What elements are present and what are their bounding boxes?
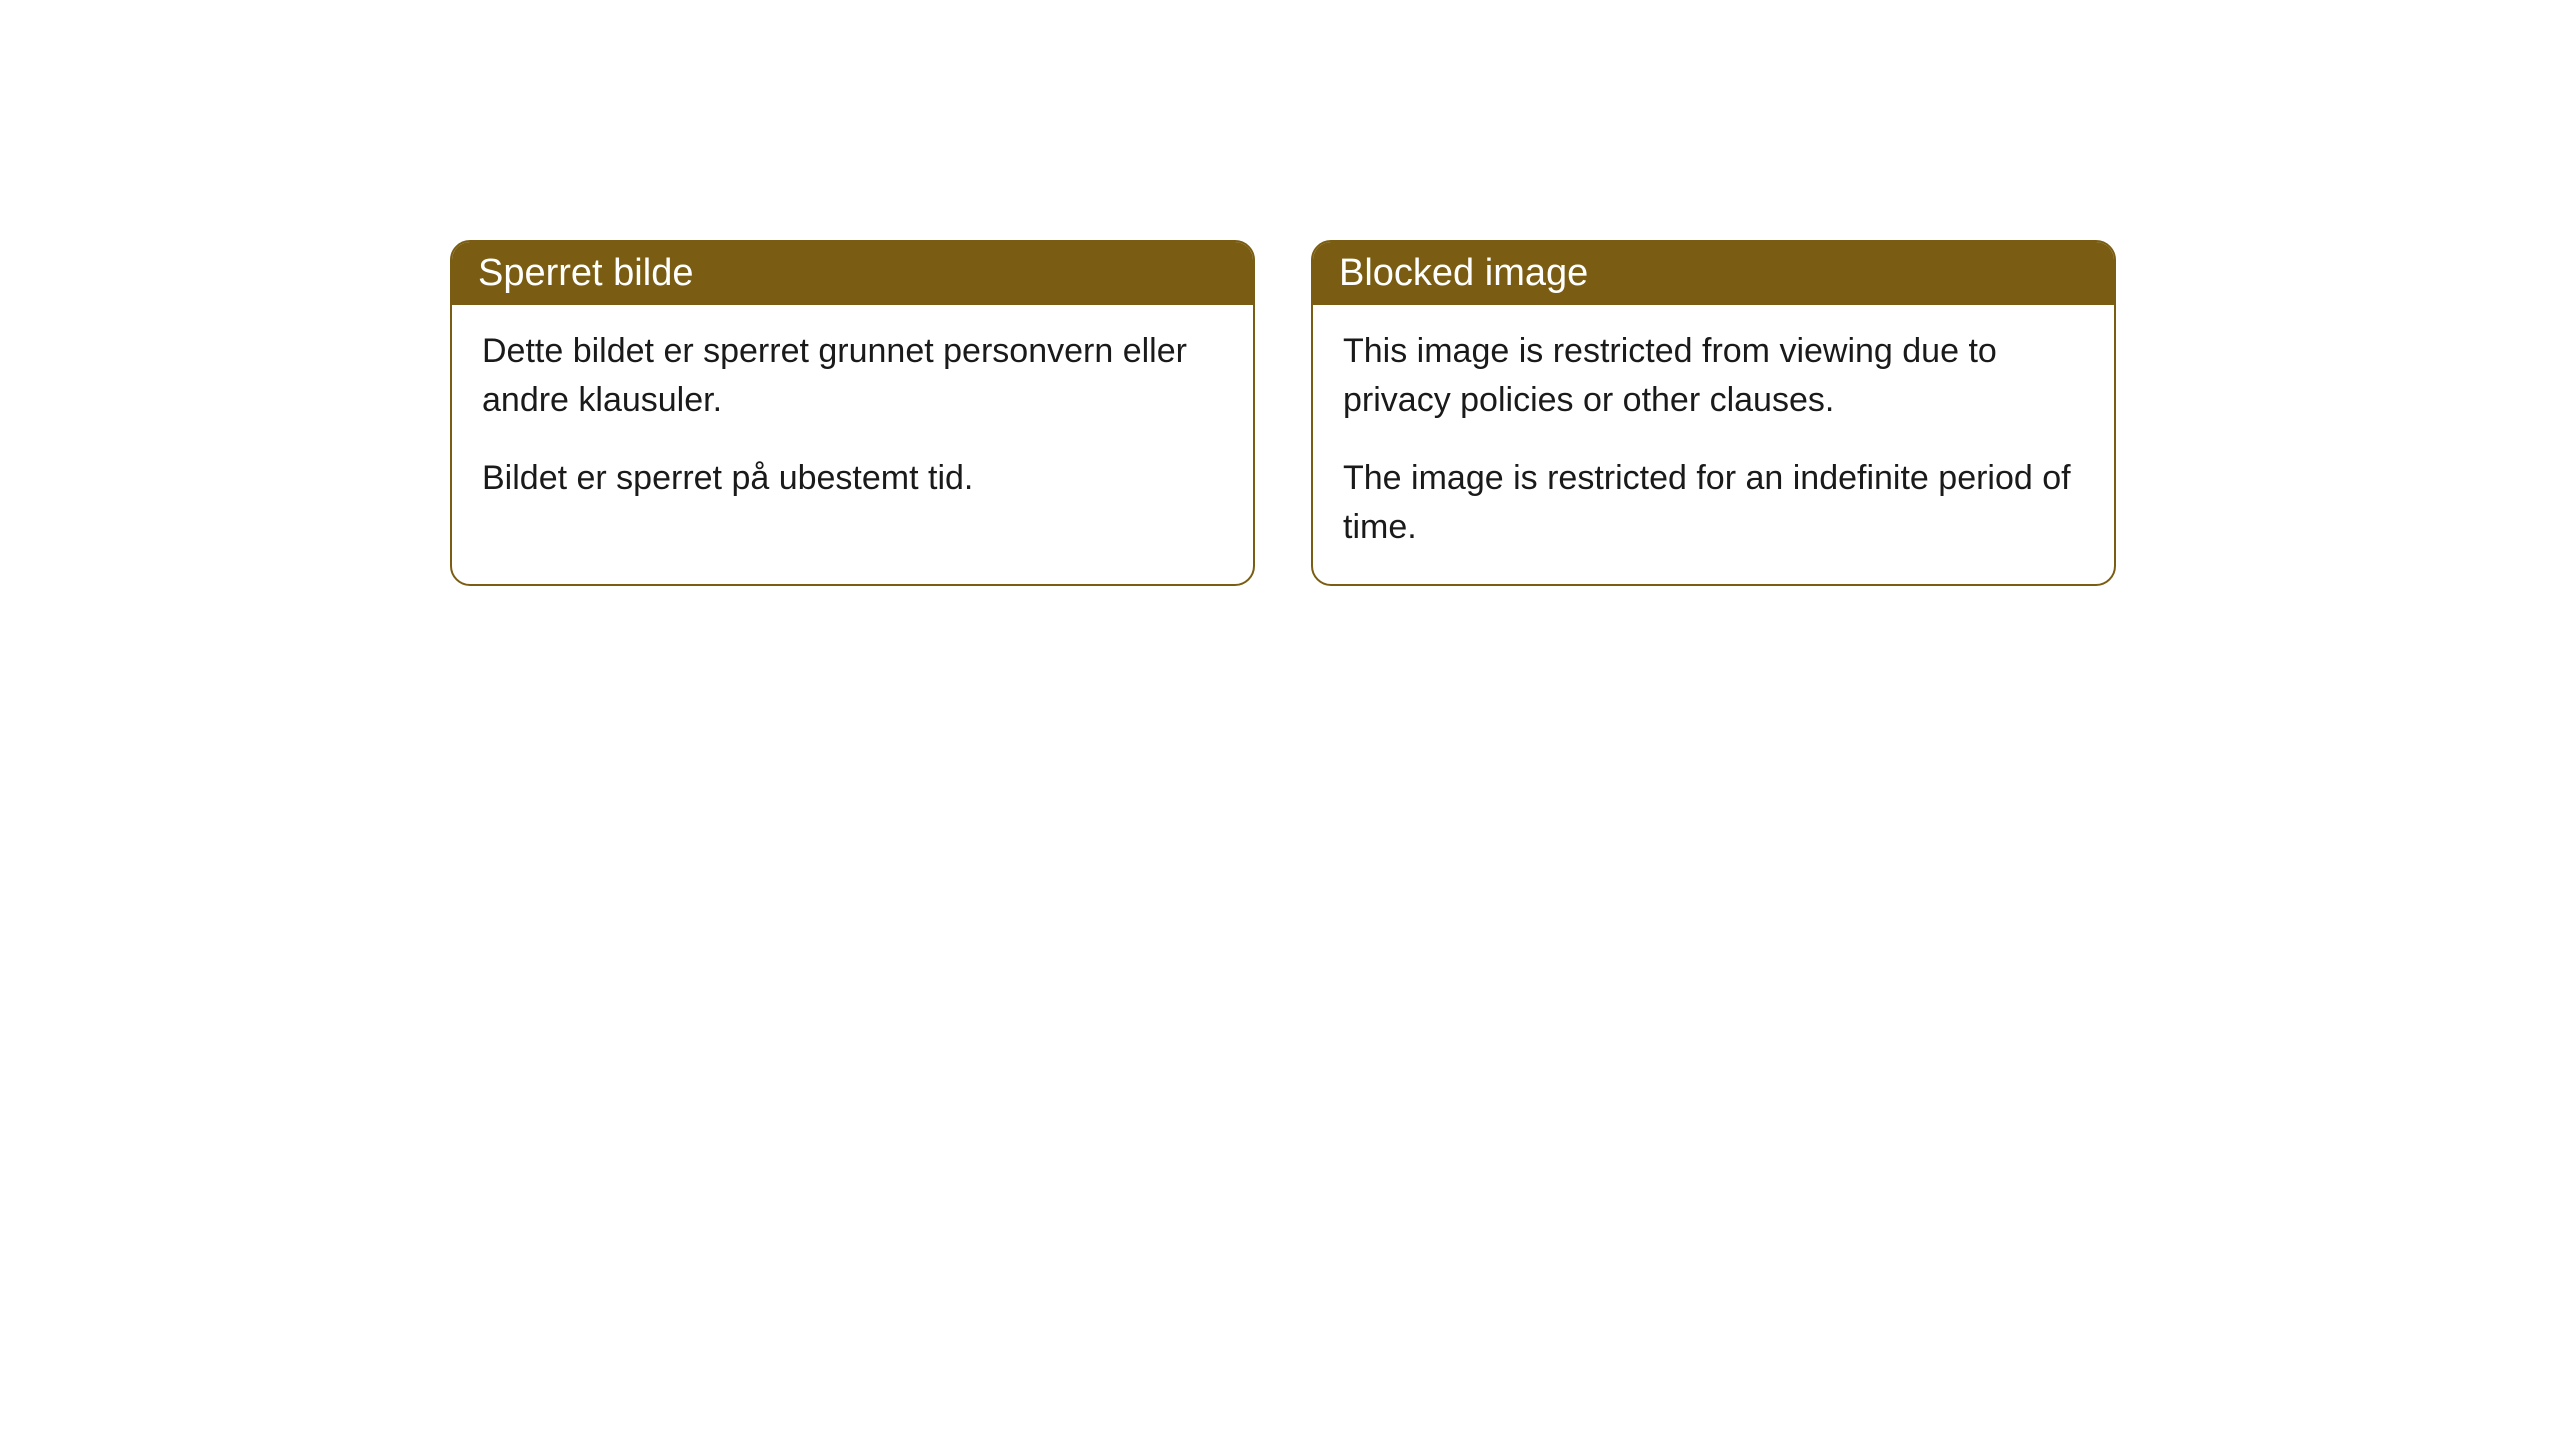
notice-card-english: Blocked image This image is restricted f… bbox=[1311, 240, 2116, 586]
notice-title: Sperret bilde bbox=[478, 252, 693, 294]
notice-paragraph: Bildet er sperret på ubestemt tid. bbox=[482, 454, 1223, 503]
notice-card-norwegian: Sperret bilde Dette bildet er sperret gr… bbox=[450, 240, 1255, 586]
notice-paragraph: This image is restricted from viewing du… bbox=[1343, 327, 2084, 426]
notice-container: Sperret bilde Dette bildet er sperret gr… bbox=[450, 240, 2116, 586]
notice-paragraph: The image is restricted for an indefinit… bbox=[1343, 454, 2084, 553]
notice-title: Blocked image bbox=[1339, 252, 1588, 294]
notice-body: This image is restricted from viewing du… bbox=[1313, 305, 2114, 584]
notice-paragraph: Dette bildet er sperret grunnet personve… bbox=[482, 327, 1223, 426]
notice-header: Blocked image bbox=[1313, 242, 2114, 305]
notice-header: Sperret bilde bbox=[452, 242, 1253, 305]
notice-body: Dette bildet er sperret grunnet personve… bbox=[452, 305, 1253, 535]
